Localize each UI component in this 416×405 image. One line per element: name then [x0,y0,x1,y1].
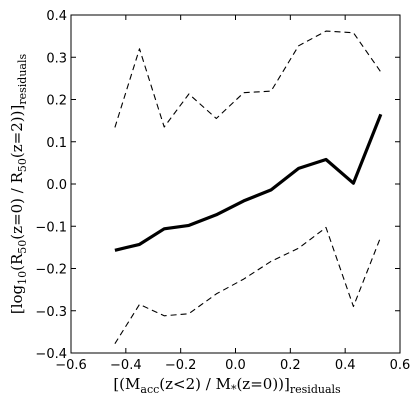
y-tick-label: −0.3 [35,305,67,320]
y-axis-label: [log10(R50(z=0) / R50(z=2))]residuals [8,54,29,315]
x-axis-label: [(Macc(z<2) / M*(z=0))]residuals [113,375,341,396]
x-tick-label: 0.0 [225,358,246,373]
y-tick-label: 0.3 [46,51,67,66]
y-tick-label: −0.4 [35,347,67,362]
plot-frame [70,14,401,354]
y-tick-label: −0.2 [35,263,67,278]
x-tick-label: −0.2 [165,358,197,373]
lower-dashed-line [114,226,382,344]
x-tick-label: 0.6 [390,358,411,373]
upper-dashed-line [114,30,382,128]
y-tick-label: 0.0 [46,178,67,193]
x-tick-label: 0.2 [280,358,301,373]
y-tick-label: 0.2 [46,94,67,109]
tick-labels: −0.6 −0.4 −0.2 0.0 0.2 0.4 0.6−0.4−0.3−0.2−0.1… [35,9,410,373]
y-tick-label: 0.4 [46,9,67,24]
series-lines [114,30,383,344]
y-tick-label: −0.1 [35,220,67,235]
x-tick-label: 0.4 [335,358,356,373]
y-tick-label: 0.1 [46,136,67,151]
x-tick-label: −0.4 [110,358,142,373]
median-line [114,113,383,252]
ticks [70,14,401,354]
x-tick-label: −0.6 [55,358,87,373]
